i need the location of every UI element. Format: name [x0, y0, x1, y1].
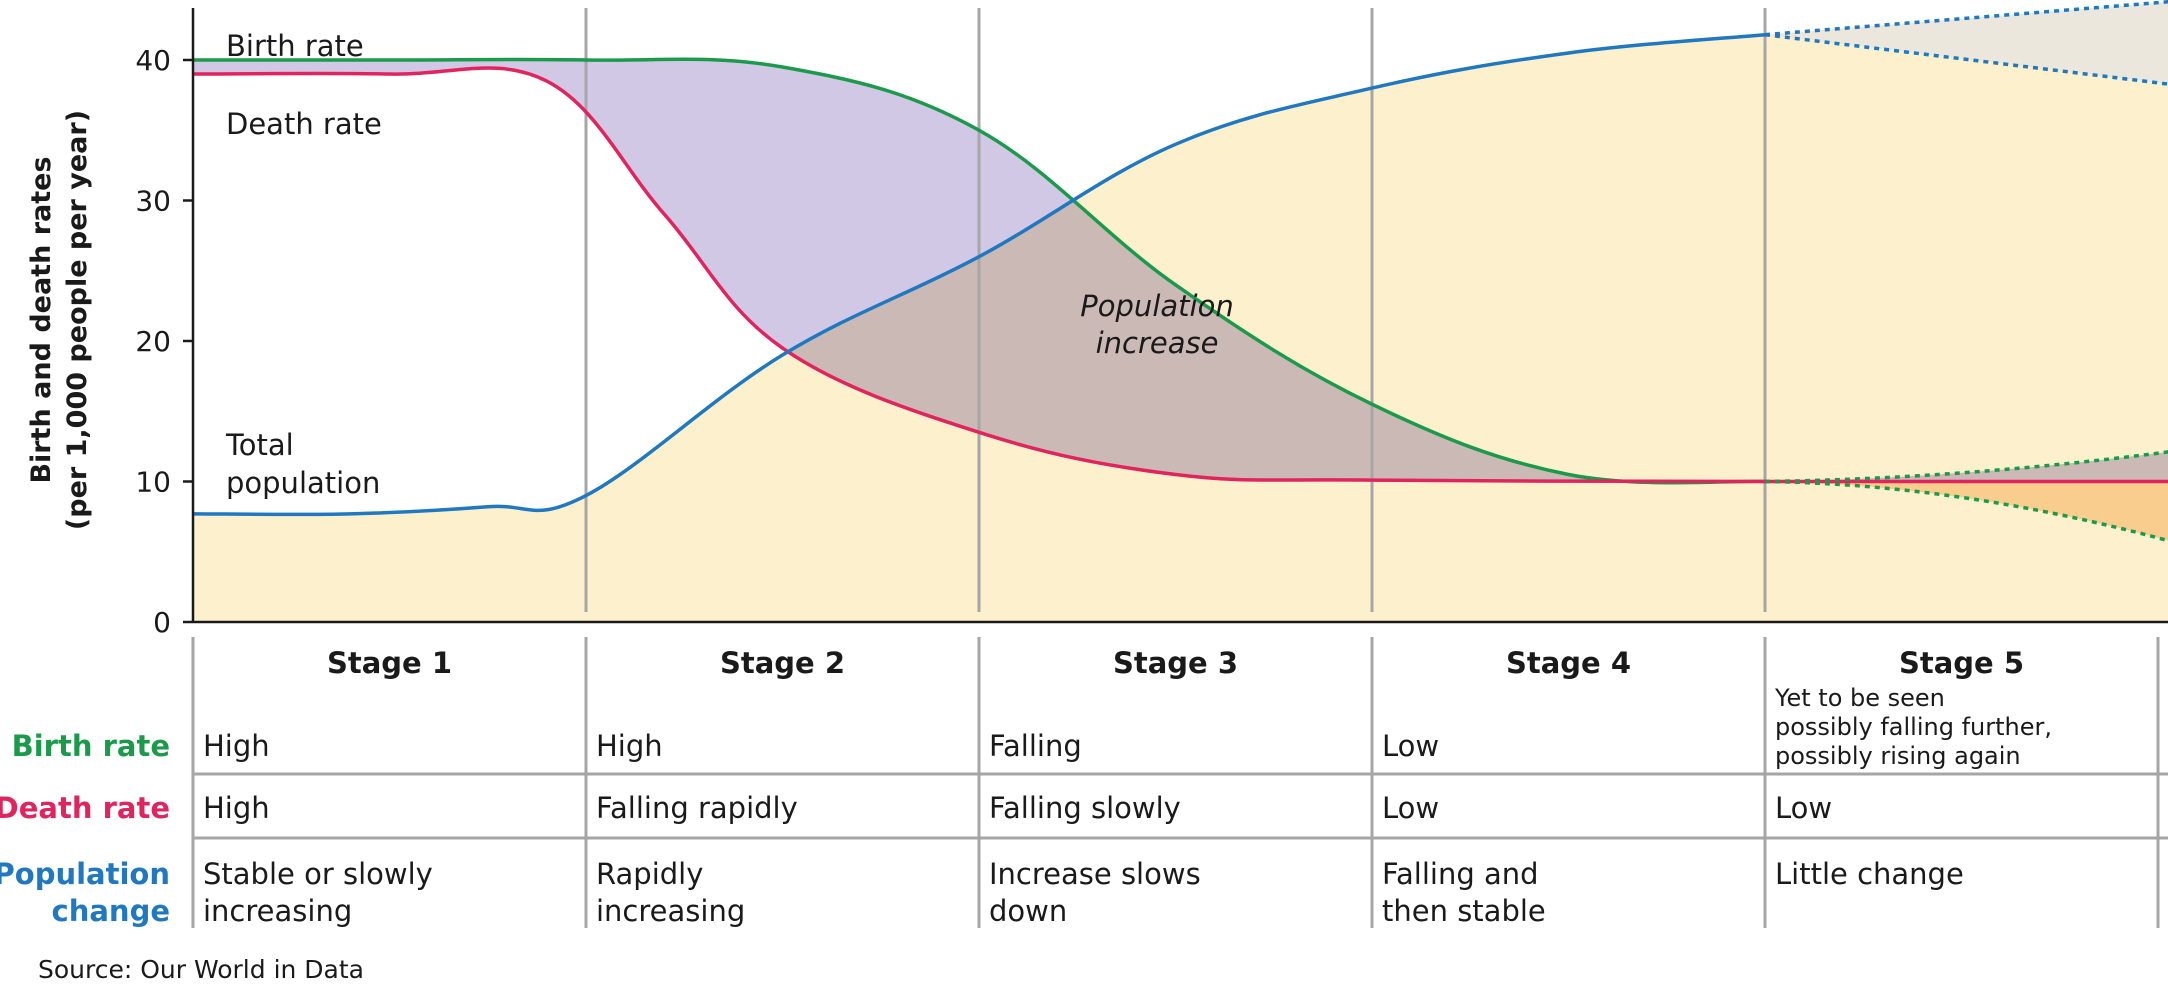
stage-header-5: Stage 5: [1899, 646, 2024, 680]
projection-upper-band: [1765, 451, 2168, 482]
y-tick-label: 30: [135, 185, 171, 218]
table-cell-r2-c3: Falling and: [1382, 857, 1539, 891]
row-label-0: Birth rate: [12, 729, 170, 763]
projection-top-area: [1765, 1, 2168, 85]
row-label-1: Death rate: [0, 791, 170, 825]
stage-header-1: Stage 1: [327, 646, 452, 680]
death-rate-line: [192, 66, 1766, 484]
stage-header-4: Stage 4: [1506, 646, 1631, 680]
birth-projection-upper: [1764, 450, 2168, 484]
y-tick-label: 40: [135, 44, 171, 77]
table-cell-r2-c2: down: [989, 894, 1067, 928]
table-cell-r2-c0: Stable or slowly: [203, 857, 433, 891]
population-increase-label-line1: Population: [1080, 289, 1233, 323]
death-rate-annotation: Death rate: [226, 107, 382, 141]
y-axis-title: Birth and death rates (per 1,000 people p…: [26, 110, 93, 530]
stage-header-2: Stage 2: [720, 646, 845, 680]
table-cell-r2-c1: increasing: [596, 894, 745, 928]
table-cell-r0-c0: High: [203, 729, 270, 763]
table-cell-r2-c3: then stable: [1382, 894, 1546, 928]
table-cell-r2-c4: Little change: [1775, 857, 1964, 891]
y-tick-label: 10: [135, 466, 171, 499]
birth-projection-lower: [1764, 479, 2168, 543]
total-population-line: [192, 32, 1766, 517]
table-cell-r1-c3: Low: [1382, 791, 1439, 825]
table-cell-r0-c4: Yet to be seen: [1774, 684, 1945, 712]
row-label-2: Population: [0, 857, 170, 891]
table-cell-r0-c4: possibly falling further,: [1775, 713, 2052, 741]
table-cell-r0-c4: possibly rising again: [1775, 742, 2021, 770]
y-axis-title-line1: Birth and death rates: [26, 156, 57, 483]
table-cell-r0-c3: Low: [1382, 729, 1439, 763]
table-cell-r2-c0: increasing: [203, 894, 352, 928]
y-tick-label: 20: [135, 325, 171, 358]
table-cell-r2-c2: Increase slows: [989, 857, 1201, 891]
population-increase-label-line2: increase: [1096, 326, 1219, 360]
projection-lower-band: [1765, 481, 2168, 541]
stage-header-3: Stage 3: [1113, 646, 1238, 680]
table-cell-r0-c1: High: [596, 729, 663, 763]
source-note: Source: Our World in Data: [38, 955, 364, 984]
total-population-annotation-line1: Total: [225, 428, 294, 462]
table-cell-r1-c1: Falling rapidly: [596, 791, 798, 825]
row-label-2-line2: change: [52, 894, 170, 928]
total-population-annotation-line2: population: [226, 466, 380, 500]
table-cell-r1-c0: High: [203, 791, 270, 825]
table-cell-r0-c2: Falling: [989, 729, 1082, 763]
table-cell-r1-c4: Low: [1775, 791, 1832, 825]
table-cell-r2-c1: Rapidly: [596, 857, 703, 891]
y-tick-label: 0: [153, 606, 171, 639]
table-cell-r1-c2: Falling slowly: [989, 791, 1181, 825]
birth-rate-annotation: Birth rate: [226, 29, 364, 63]
birth-rate-line: [193, 57, 1766, 485]
y-axis-title-line2: (per 1,000 people per year): [62, 110, 93, 530]
